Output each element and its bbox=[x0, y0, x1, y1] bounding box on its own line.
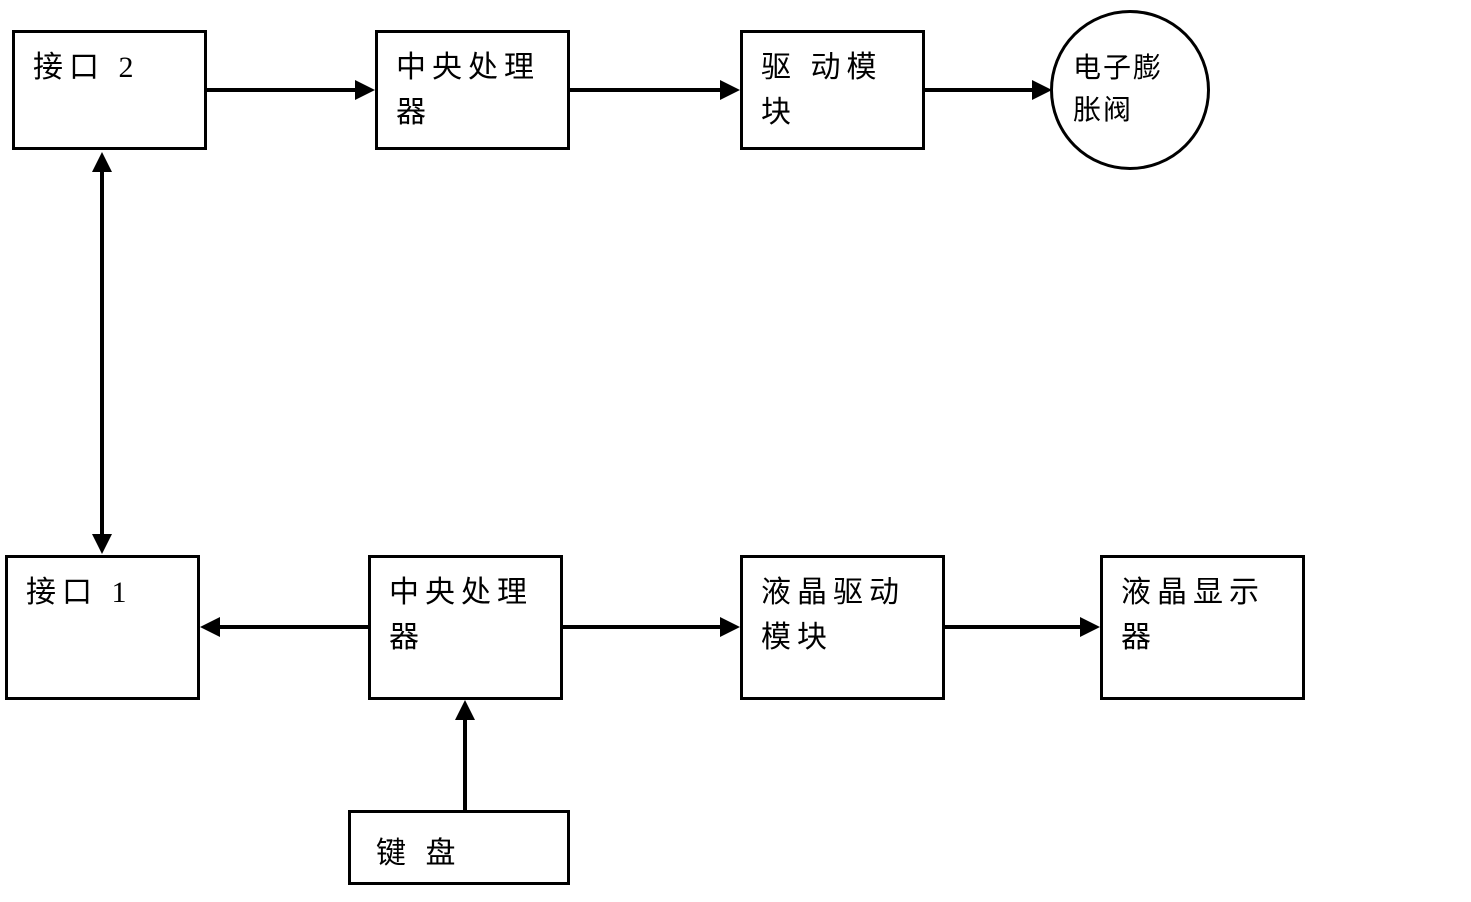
node-cpu-top: 中央处理器 bbox=[375, 30, 570, 150]
edge-cpu-top-driver bbox=[570, 88, 722, 92]
edge-interface2-cpu-top bbox=[207, 88, 357, 92]
node-keyboard: 键 盘 bbox=[348, 810, 570, 885]
node-interface1-label: 接口 1 bbox=[26, 570, 133, 615]
node-driver-label: 驱 动模块 bbox=[761, 45, 904, 135]
node-valve: 电子膨胀阀 bbox=[1050, 10, 1210, 170]
node-lcd-driver: 液晶驱动模块 bbox=[740, 555, 945, 700]
edge-keyboard-cpu-bottom bbox=[463, 718, 467, 810]
arrow-head-icon bbox=[455, 700, 475, 720]
node-lcd-driver-label: 液晶驱动模块 bbox=[761, 570, 924, 660]
arrow-head-icon bbox=[720, 617, 740, 637]
edge-driver-valve bbox=[925, 88, 1035, 92]
arrow-head-icon bbox=[92, 152, 112, 172]
node-lcd-display: 液晶显示器 bbox=[1100, 555, 1305, 700]
node-cpu-bottom: 中央处理器 bbox=[368, 555, 563, 700]
edge-cpu-bottom-interface1 bbox=[218, 625, 368, 629]
node-driver: 驱 动模块 bbox=[740, 30, 925, 150]
node-cpu-top-label: 中央处理器 bbox=[396, 45, 549, 135]
node-keyboard-label: 键 盘 bbox=[376, 831, 462, 876]
arrow-head-icon bbox=[92, 534, 112, 554]
node-valve-label: 电子膨胀阀 bbox=[1073, 48, 1187, 132]
edge-interface2-interface1 bbox=[100, 170, 104, 536]
arrow-head-icon bbox=[200, 617, 220, 637]
arrow-head-icon bbox=[720, 80, 740, 100]
arrow-head-icon bbox=[355, 80, 375, 100]
node-interface2: 接口 2 bbox=[12, 30, 207, 150]
edge-cpu-bottom-lcd-driver bbox=[563, 625, 723, 629]
edge-lcd-driver-lcd-display bbox=[945, 625, 1083, 629]
arrow-head-icon bbox=[1032, 80, 1052, 100]
node-interface2-label: 接口 2 bbox=[33, 45, 140, 90]
node-interface1: 接口 1 bbox=[5, 555, 200, 700]
node-cpu-bottom-label: 中央处理器 bbox=[389, 570, 542, 660]
node-lcd-display-label: 液晶显示器 bbox=[1121, 570, 1284, 660]
arrow-head-icon bbox=[1080, 617, 1100, 637]
